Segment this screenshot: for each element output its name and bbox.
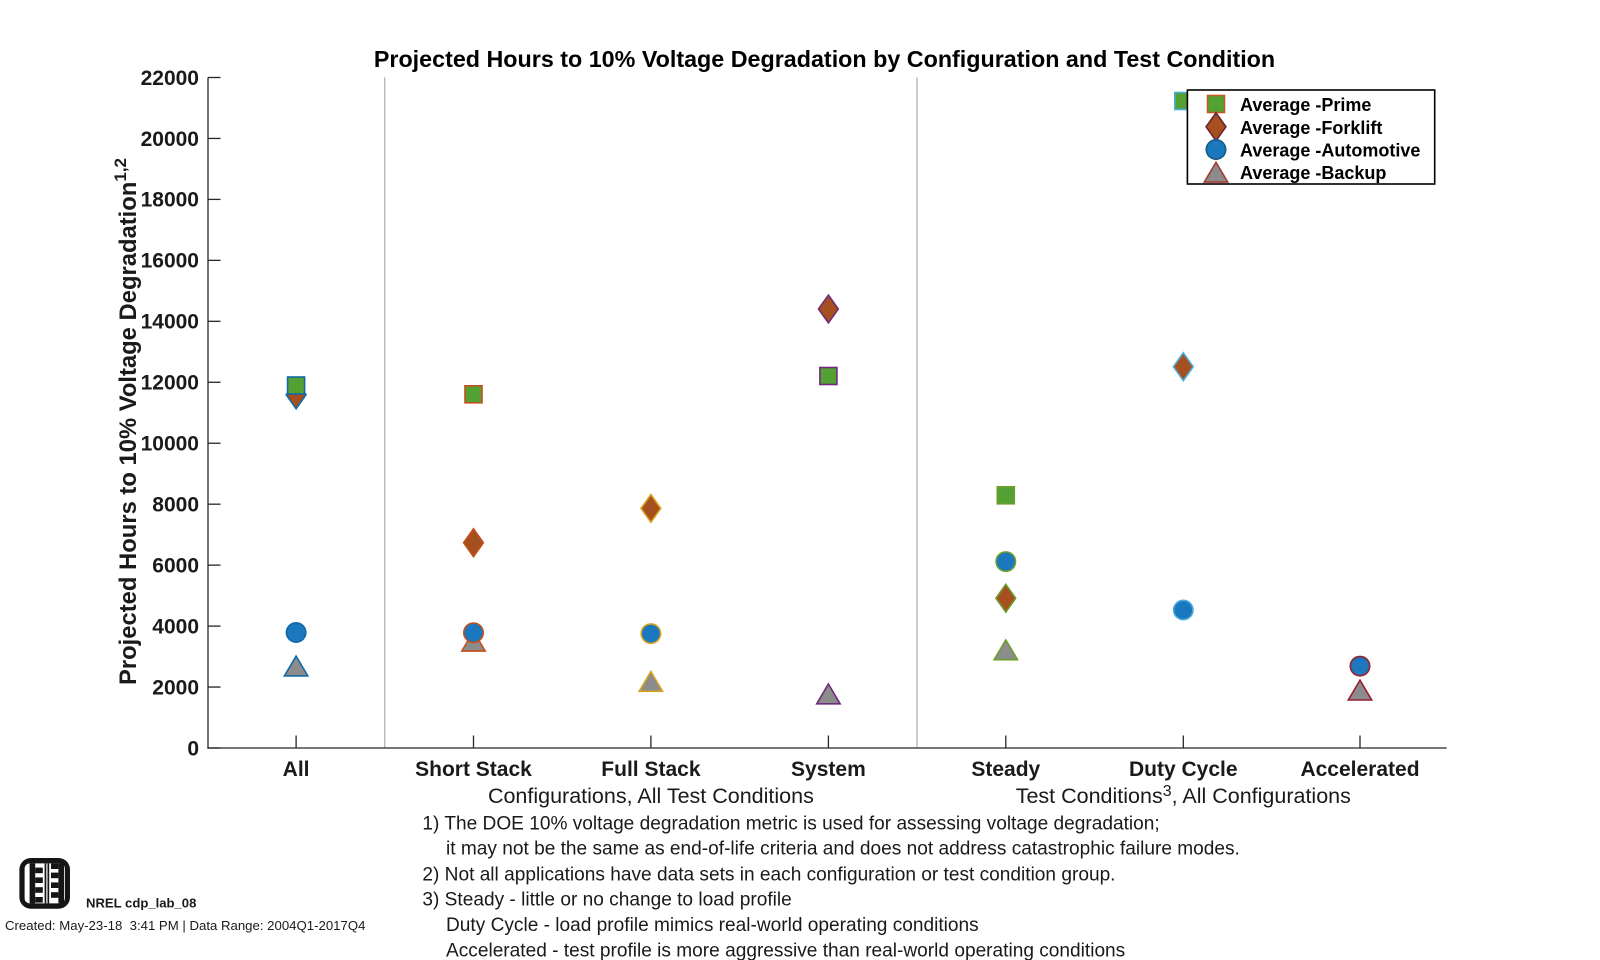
svg-text:Configurations, All Test Condi: Configurations, All Test Conditions (488, 784, 814, 808)
svg-text:Average -Automotive: Average -Automotive (1240, 141, 1420, 161)
svg-text:18000: 18000 (141, 189, 199, 212)
svg-text:22000: 22000 (141, 67, 199, 90)
svg-text:Average -Prime: Average -Prime (1240, 95, 1371, 115)
svg-text:2000: 2000 (152, 676, 199, 699)
svg-text:Projected Hours to 10% Voltage: Projected Hours to 10% Voltage Degradati… (374, 46, 1275, 72)
svg-text:20000: 20000 (141, 128, 199, 151)
svg-text:NREL cdp_lab_08: NREL cdp_lab_08 (86, 896, 196, 911)
svg-text:1) The DOE 10% voltage degrada: 1) The DOE 10% voltage degradation metri… (422, 814, 1159, 835)
svg-text:14000: 14000 (141, 311, 199, 334)
svg-text:Test Conditions3, All Configur: Test Conditions3, All Configurations (1016, 783, 1351, 808)
svg-text:16000: 16000 (141, 250, 199, 273)
svg-text:System: System (791, 758, 866, 781)
svg-text:Projected Hours to 10% Voltage: Projected Hours to 10% Voltage Degradati… (111, 158, 142, 685)
svg-text:Short Stack: Short Stack (415, 758, 532, 781)
svg-text:6000: 6000 (152, 554, 199, 577)
svg-text:8000: 8000 (152, 493, 199, 516)
svg-text:10000: 10000 (141, 433, 199, 456)
svg-text:it may not be the same as end-: it may not be the same as end-of-life cr… (446, 839, 1240, 860)
svg-text:All: All (283, 758, 310, 781)
svg-text:Duty Cycle: Duty Cycle (1129, 758, 1238, 781)
svg-text:0: 0 (187, 737, 199, 760)
svg-text:Created: May-23-18 3:41 PM |: Created: May-23-18 3:41 PM | Data Range:… (5, 918, 365, 933)
svg-text:3) Steady - little or no chang: 3) Steady - little or no change to load … (422, 890, 791, 911)
svg-text:Accelerated: Accelerated (1300, 758, 1419, 781)
svg-text:2) Not all applications have d: 2) Not all applications have data sets i… (422, 865, 1115, 886)
svg-text:Average -Backup: Average -Backup (1240, 163, 1386, 183)
svg-text:Average -Forklift: Average -Forklift (1240, 118, 1382, 138)
svg-text:12000: 12000 (141, 372, 199, 395)
svg-text:Duty Cycle - load profile mimi: Duty Cycle - load profile mimics real-wo… (446, 915, 979, 936)
svg-text:4000: 4000 (152, 615, 199, 638)
svg-text:Full Stack: Full Stack (601, 758, 701, 781)
svg-text:Accelerated - test profile is: Accelerated - test profile is more aggre… (446, 941, 1125, 960)
svg-text:Steady: Steady (971, 758, 1040, 781)
